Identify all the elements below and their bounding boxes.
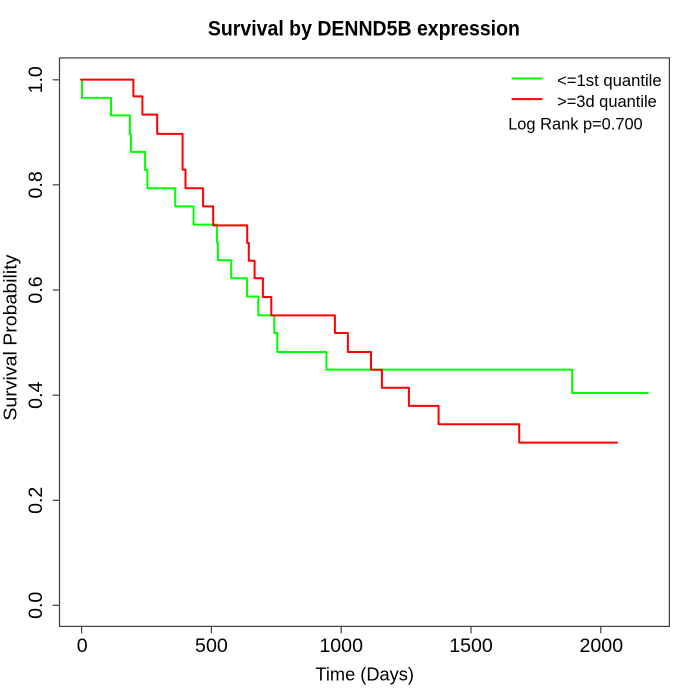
svg-text:>=3d quantile: >=3d quantile [557,92,657,111]
svg-text:Time (Days): Time (Days) [315,664,414,684]
svg-text:0.6: 0.6 [25,276,47,303]
svg-text:Log Rank p=0.700: Log Rank p=0.700 [508,114,643,133]
svg-text:0.0: 0.0 [25,592,47,619]
svg-text:500: 500 [195,635,228,657]
svg-text:Survival by DENND5B expression: Survival by DENND5B expression [208,18,520,41]
svg-text:1000: 1000 [319,635,363,657]
svg-text:1500: 1500 [449,635,493,657]
svg-text:0: 0 [77,635,88,657]
svg-text:1.0: 1.0 [25,66,47,93]
svg-text:0.2: 0.2 [25,487,47,514]
svg-text:2000: 2000 [580,635,624,657]
svg-text:0.8: 0.8 [25,171,47,198]
svg-text:<=1st quantile: <=1st quantile [557,71,662,90]
svg-text:Survival Probability: Survival Probability [1,254,21,421]
svg-text:0.4: 0.4 [25,381,47,408]
